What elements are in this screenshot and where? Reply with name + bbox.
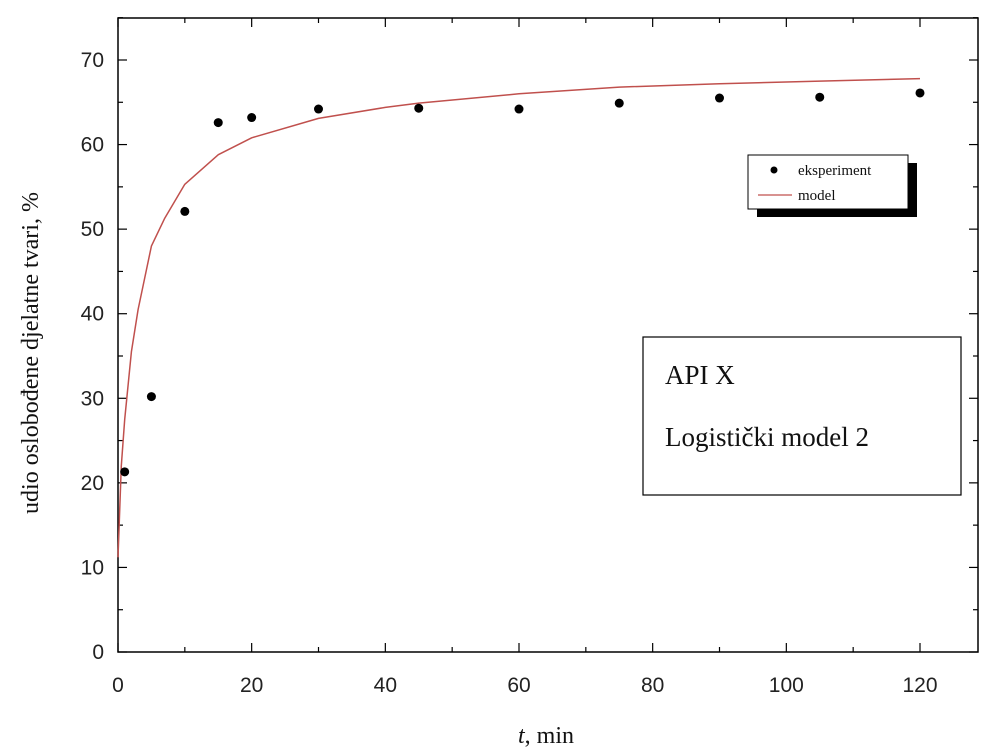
x-tick-label: 120 [902,674,937,697]
y-axis-tick-labels: 0 10 20 30 40 50 60 70 [81,49,104,664]
legend: eksperiment model [747,154,917,217]
x-axis-ticks [117,18,921,652]
y-tick-label: 30 [81,387,104,410]
data-point [514,104,524,114]
legend-marker-eksperiment [770,166,778,174]
model-curve [117,77,921,558]
annotation-api: API X [665,360,735,390]
legend-label-eksperiment: eksperiment [798,163,872,179]
x-tick-label: 20 [240,674,263,697]
y-tick-label: 60 [81,134,104,157]
x-axis-tick-labels: 0 20 40 60 80 100 120 [112,674,937,697]
y-tick-label: 50 [81,218,104,241]
plot-frame [117,17,979,653]
y-axis-ticks [118,17,978,653]
x-axis-title: t, min [518,723,574,749]
x-tick-label: 80 [641,674,664,697]
data-point [314,104,323,114]
data-point [213,118,223,128]
x-tick-label: 60 [507,674,530,697]
legend-label-model: model [798,188,836,204]
data-point [815,92,825,102]
data-point [146,392,156,402]
data-point [120,467,130,477]
data-point [614,98,624,108]
x-tick-label: 40 [374,674,397,697]
data-point [414,103,424,113]
y-tick-label: 20 [81,472,104,495]
series-layer [117,77,925,558]
data-point [180,206,190,216]
y-tick-label: 0 [92,641,104,664]
annotation-box: API X Logistički model 2 [642,336,962,496]
y-tick-label: 10 [81,556,104,579]
data-point [715,93,724,103]
annotation-frame [642,336,962,496]
annotation-model-name: Logistički model 2 [665,422,869,452]
y-axis-title: udio oslobođene djelatne tvari, % [18,192,44,514]
y-tick-label: 40 [81,303,104,326]
data-point [915,88,925,98]
legend-box [747,154,909,210]
y-tick-label: 70 [81,49,104,72]
x-tick-label: 100 [769,674,804,697]
data-point [247,113,257,123]
x-tick-label: 0 [112,674,124,697]
